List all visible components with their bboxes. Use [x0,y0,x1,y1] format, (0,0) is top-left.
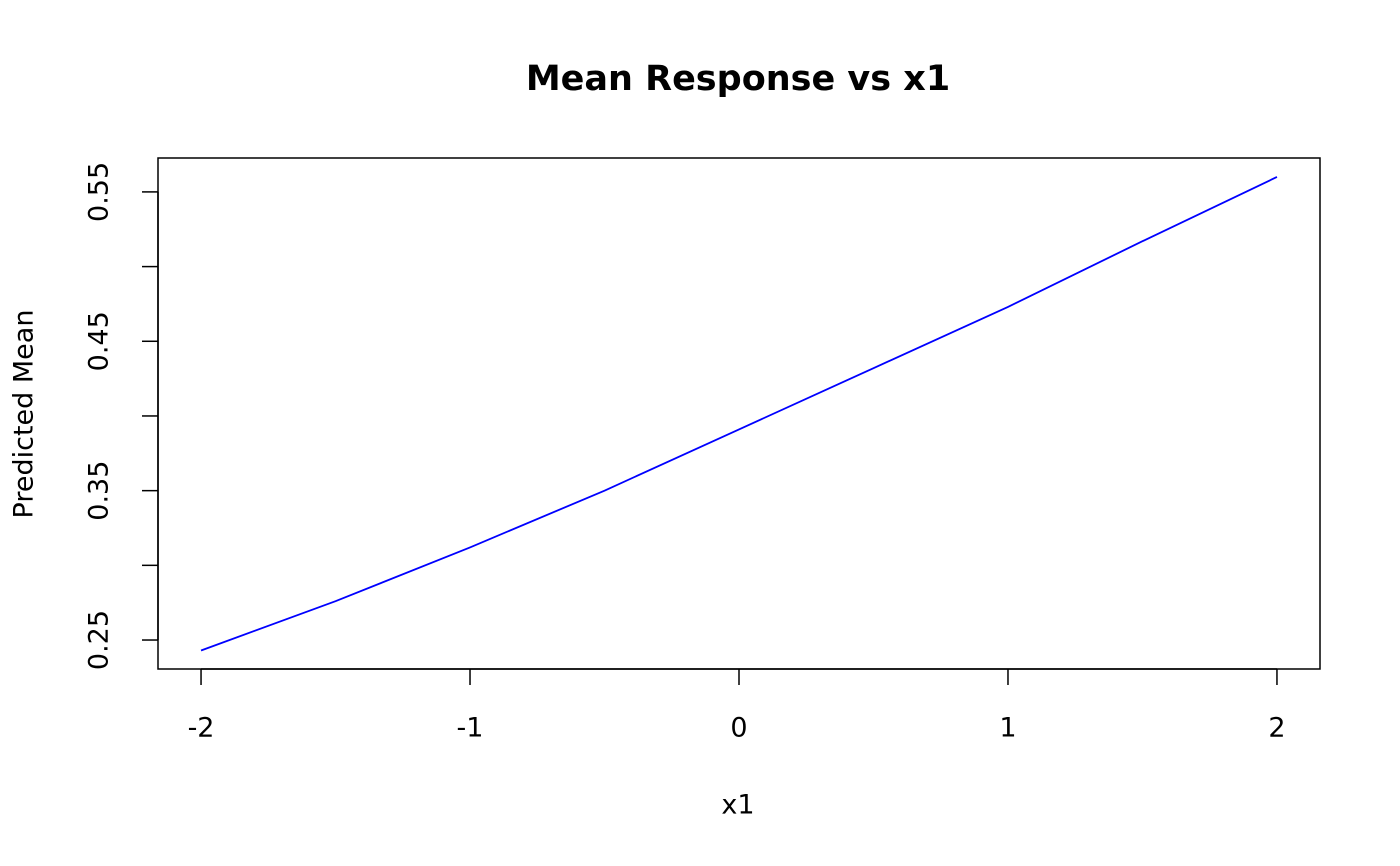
plot-box [157,157,1321,670]
y-tick-label: 0.25 [84,610,115,670]
x-tick-label: 1 [999,713,1016,744]
y-tick-label: 0.55 [84,162,115,222]
data-line [200,176,1278,652]
x-tick-label: 0 [730,713,747,744]
y-tick-label: 0.35 [84,461,115,521]
x-axis-label: x1 [721,790,754,821]
chart-title: Mean Response vs x1 [526,59,950,99]
x-tick-label: -1 [457,713,484,744]
y-tick-label: 0.45 [84,311,115,371]
y-axis-label: Predicted Mean [9,310,40,519]
x-tick-label: -2 [188,713,215,744]
x-tick-label: 2 [1268,713,1285,744]
